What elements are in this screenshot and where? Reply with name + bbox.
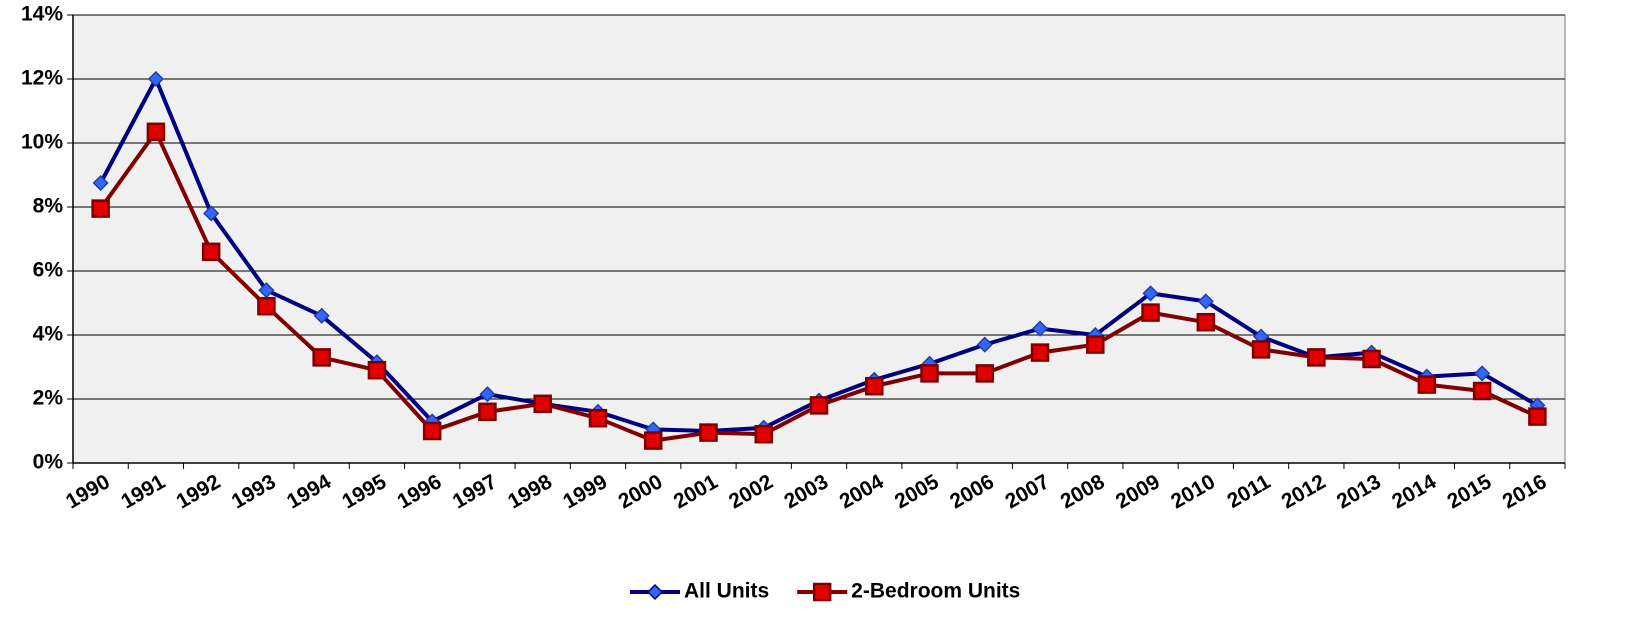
x-tick-label: 2011: [1223, 470, 1274, 513]
x-tick-label: 1995: [338, 470, 390, 513]
y-tick-label: 14%: [21, 3, 63, 26]
x-tick-label: 1994: [283, 470, 335, 513]
data-point: [1086, 335, 1105, 354]
legend-marker: [646, 583, 664, 601]
x-tick-label: 1996: [393, 470, 445, 513]
data-point: [1031, 320, 1049, 337]
x-tick-label: 1998: [504, 470, 556, 513]
y-tick-label: 10%: [21, 131, 63, 154]
legend-label: 2-Bedroom Units: [851, 580, 1020, 603]
data-point: [91, 199, 110, 218]
data-point: [809, 396, 829, 415]
data-point: [313, 307, 330, 324]
data-point: [312, 348, 331, 367]
data-point: [422, 421, 442, 441]
x-tick-label: 2012: [1278, 470, 1330, 513]
data-point: [1196, 312, 1216, 332]
data-point: [478, 402, 497, 422]
plot-area: [72, 14, 1566, 464]
data-point: [754, 424, 773, 444]
data-point: [203, 205, 220, 222]
data-point: [533, 394, 552, 414]
x-tick-label: 2015: [1443, 470, 1495, 513]
legend-marker: [812, 582, 832, 602]
y-tick-label: 12%: [21, 67, 63, 90]
x-tick-label: 1999: [559, 470, 611, 513]
data-point: [1472, 381, 1492, 401]
x-tick-label: 2001: [670, 470, 722, 513]
x-tick-label: 2007: [1001, 470, 1053, 513]
data-point: [920, 364, 939, 383]
data-point: [1141, 303, 1160, 322]
x-tick-label: 1991: [117, 470, 169, 513]
data-point: [1307, 348, 1326, 367]
data-point: [975, 364, 995, 383]
legend-entry: All Units: [630, 580, 769, 603]
x-tick-label: 2005: [891, 470, 943, 513]
data-point: [367, 360, 387, 380]
y-tick-label: 4%: [33, 323, 64, 346]
data-point: [1362, 349, 1381, 369]
data-point: [257, 296, 276, 316]
x-tick-label: 1993: [228, 470, 280, 513]
data-point: [1474, 365, 1491, 382]
x-tick-label: 2004: [836, 470, 888, 513]
data-point: [1417, 375, 1437, 394]
x-tick-label: 2002: [725, 470, 777, 513]
y-tick-label: 0%: [33, 451, 64, 474]
x-tick-label: 2014: [1388, 470, 1440, 513]
x-tick-label: 2016: [1499, 470, 1551, 513]
data-point: [201, 242, 221, 262]
data-point: [1197, 293, 1214, 310]
data-point: [1251, 340, 1271, 359]
data-point: [479, 386, 496, 403]
x-tick-label: 1990: [62, 470, 114, 513]
legend-label: All Units: [684, 580, 769, 603]
data-point: [147, 70, 164, 88]
y-tick-label: 8%: [33, 195, 64, 218]
x-tick-label: 2006: [946, 470, 998, 513]
x-tick-label: 2000: [615, 470, 667, 513]
x-tick-label: 1997: [449, 470, 501, 513]
x-tick-label: 2009: [1112, 470, 1164, 513]
x-tick-label: 2003: [780, 470, 832, 513]
data-point: [92, 174, 109, 192]
data-point: [588, 408, 608, 428]
data-point: [1142, 285, 1159, 302]
x-tick-label: 1992: [172, 470, 224, 513]
data-point: [146, 122, 166, 142]
y-tick-label: 6%: [33, 259, 64, 282]
x-tick-label: 2008: [1057, 470, 1109, 513]
data-point: [643, 431, 663, 450]
x-tick-label: 2013: [1333, 470, 1385, 513]
data-point: [699, 423, 718, 442]
data-point: [865, 376, 884, 396]
data-point: [976, 336, 993, 353]
data-point: [1030, 343, 1050, 362]
legend-entry: 2-Bedroom Units: [797, 580, 1020, 603]
data-point: [1528, 407, 1547, 426]
x-tick-label: 2010: [1167, 470, 1219, 513]
y-tick-label: 2%: [33, 387, 64, 410]
